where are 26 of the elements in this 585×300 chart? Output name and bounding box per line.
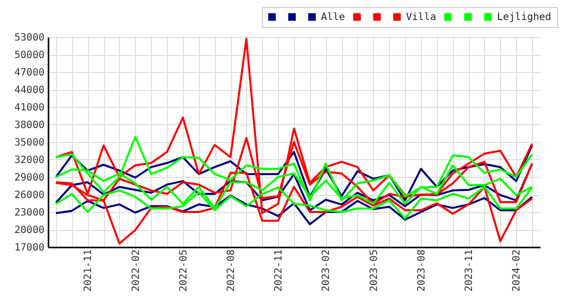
y-tick-label: 23000 — [14, 208, 44, 218]
x-tick-label: 2022-08 — [226, 250, 238, 292]
y-tick-label: 20000 — [14, 225, 44, 236]
x-tick-label: 2024-02 — [512, 250, 523, 292]
x-tick-label: 2022-02 — [130, 250, 142, 292]
y-tick-label: 53000 — [14, 32, 44, 44]
legend-label: Alle — [321, 12, 346, 23]
y-tick-label: 38000 — [14, 120, 44, 131]
y-tick-label: 29000 — [14, 172, 44, 184]
y-tick-label: 47000 — [14, 68, 44, 78]
legend-label: Lejlighed — [497, 12, 552, 23]
x-tick-label: 2023-08 — [416, 250, 428, 292]
y-tick-label: 35000 — [14, 138, 44, 148]
y-tick-label: 26000 — [14, 190, 44, 201]
x-tick-label: 2023-02 — [321, 250, 332, 292]
x-tick-label: 2022-11 — [274, 250, 285, 292]
y-tick-label: 17000 — [14, 242, 44, 254]
x-tick-label: 2021-11 — [83, 250, 94, 292]
y-tick-label: 50000 — [14, 50, 44, 61]
y-tick-label: 44000 — [14, 85, 44, 96]
x-tick-label: 2023-11 — [464, 250, 476, 292]
legend-label: Villa — [406, 12, 436, 23]
x-tick-label: 2022-05 — [178, 250, 190, 292]
y-tick-label: 32000 — [14, 155, 44, 166]
y-tick-label: 41000 — [14, 102, 44, 114]
x-tick-label: 2023-05 — [368, 250, 380, 292]
